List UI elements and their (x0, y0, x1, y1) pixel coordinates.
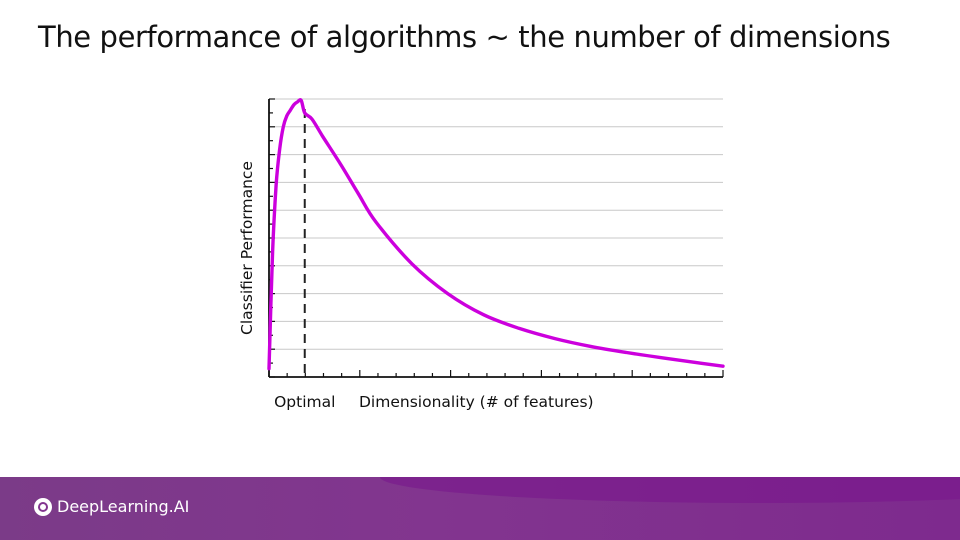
brand-name: DeepLearning.AI (57, 497, 190, 516)
slide-title: The performance of algorithms ~ the numb… (38, 20, 891, 54)
x-axis-label: Dimensionality (# of features) (359, 393, 594, 411)
dimensionality-chart: Classifier Performance Dimensionality (#… (238, 98, 725, 411)
deeplearning-ai-logo-icon (34, 497, 52, 516)
footer-wave (380, 477, 960, 503)
y-axis-label: Classifier Performance (238, 161, 256, 335)
performance-curve (267, 98, 725, 371)
brand-logo: DeepLearning.AI (34, 497, 189, 516)
grid-lines (269, 98, 723, 350)
footer-band: DeepLearning.AI (0, 477, 960, 540)
optimal-tick-label: Optimal (274, 393, 335, 411)
